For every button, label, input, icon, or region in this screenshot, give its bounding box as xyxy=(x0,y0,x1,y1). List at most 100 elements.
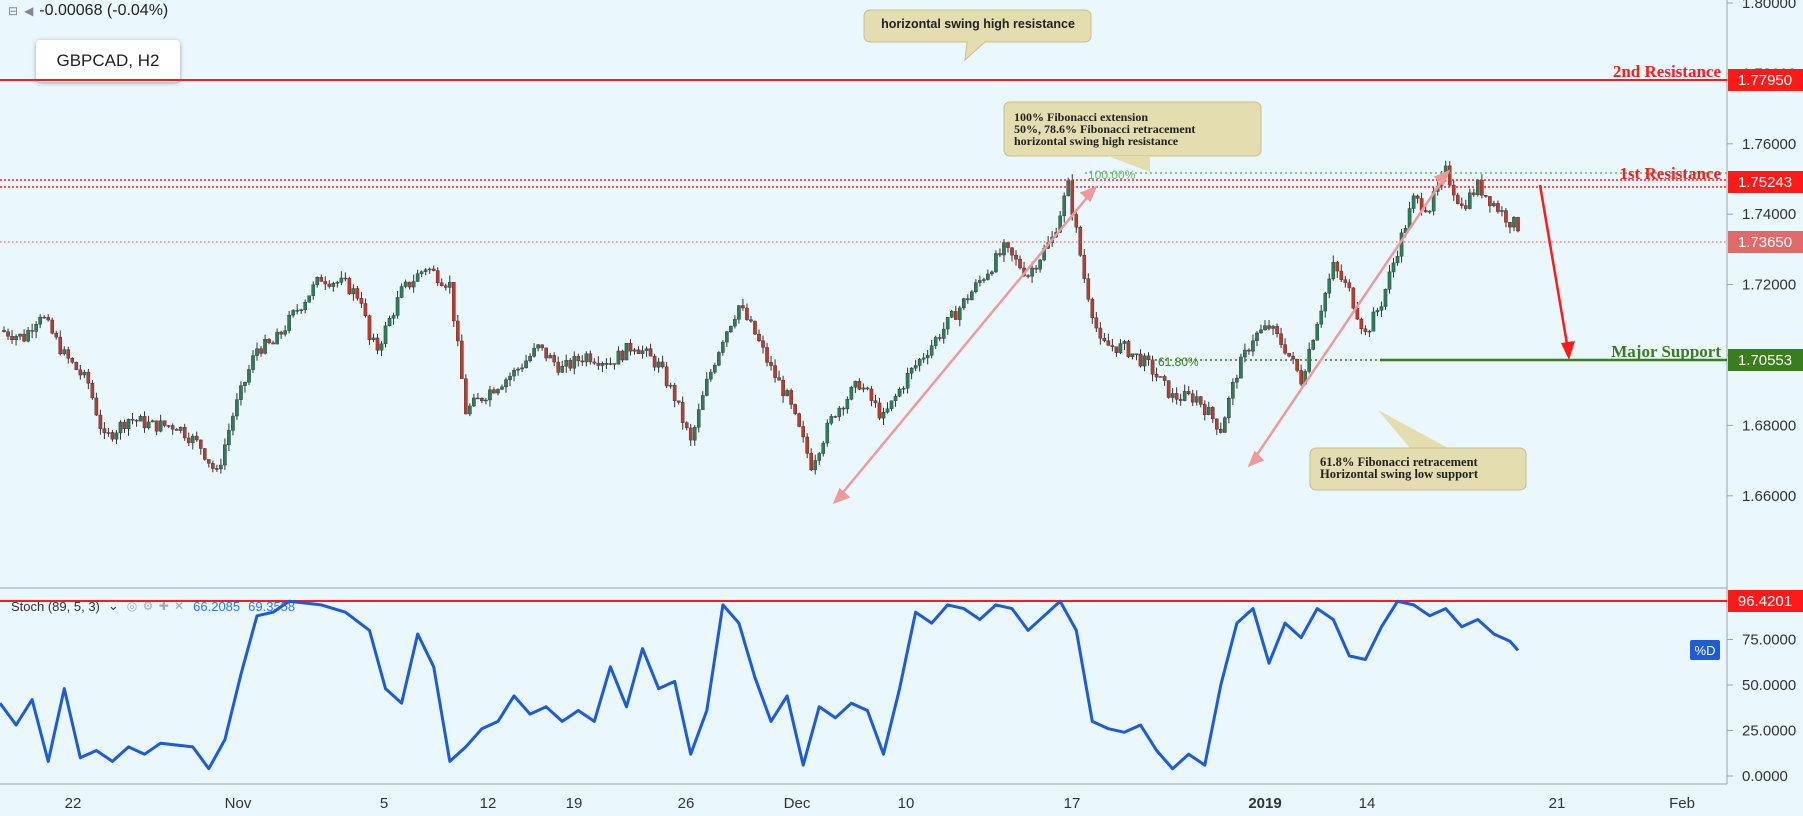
price-tag-last[interactable]: 1.73650 xyxy=(1728,231,1803,253)
stoch-d-line[interactable] xyxy=(0,599,1520,771)
candle-body xyxy=(580,360,585,363)
callout-top[interactable]: horizontal swing high resistance xyxy=(863,9,1092,62)
candle-body xyxy=(636,349,641,354)
stoch-badge[interactable]: %D xyxy=(1690,640,1720,660)
candle-body xyxy=(327,283,332,287)
candle-body xyxy=(540,344,544,349)
price-tick-label: 1.76000 xyxy=(1742,136,1796,153)
candle-body xyxy=(182,426,187,439)
candle-body xyxy=(793,404,797,414)
candle-body xyxy=(612,363,617,365)
candle-body xyxy=(592,361,597,364)
candle-body xyxy=(692,426,697,441)
candle-body xyxy=(548,355,552,359)
fib-arrow-1[interactable] xyxy=(834,187,1096,503)
candle-body xyxy=(789,390,793,405)
candle-body xyxy=(1415,195,1420,199)
candle-body xyxy=(817,453,822,461)
stoch-badge-text: %D xyxy=(1695,643,1716,658)
time-tick-label: 2019 xyxy=(1248,795,1281,812)
time-axis[interactable]: 22 Nov 5 12 19 26 Dec 10 17 2019 14 21 Feb xyxy=(65,795,1695,812)
candle-body xyxy=(805,436,809,454)
candle-body xyxy=(1178,399,1183,401)
candle-body xyxy=(1375,310,1380,313)
forecast-arrow[interactable] xyxy=(1538,184,1570,351)
candle-body xyxy=(1110,345,1115,347)
candle-body xyxy=(833,416,838,418)
candle-body xyxy=(122,421,127,430)
time-tick-label: 14 xyxy=(1359,795,1376,812)
candle-body xyxy=(929,345,934,356)
candle-body xyxy=(1315,323,1320,341)
time-tick-label: Feb xyxy=(1669,795,1695,812)
candle-body xyxy=(472,397,476,407)
stoch-chevron-icon[interactable]: ⌄ xyxy=(107,598,119,613)
candle-body xyxy=(821,442,826,454)
price-tick-label: 1.72000 xyxy=(1742,277,1796,294)
candle-body xyxy=(620,350,625,361)
candle-body xyxy=(239,385,243,400)
price-tag-r2-text: 1.77950 xyxy=(1738,72,1792,89)
stoch-tick-label: 50.0000 xyxy=(1742,677,1796,694)
callout-support[interactable]: 61.8% Fibonacci retracement Horizontal s… xyxy=(1309,410,1527,491)
candle-body xyxy=(1231,382,1235,399)
candle-body xyxy=(568,359,573,369)
collapse-icon[interactable]: ⊟ xyxy=(8,4,19,18)
candle-body xyxy=(1463,205,1468,209)
price-tag-r1[interactable]: 1.75243 xyxy=(1728,171,1803,193)
candle-body xyxy=(781,380,785,397)
callout-fib[interactable]: 100% Fibonacci extension 50%, 78.6% Fibo… xyxy=(1003,101,1262,172)
stoch-controls-icon[interactable]: ◎ ⚙ ✚ ✕ xyxy=(126,599,186,613)
candle-body xyxy=(267,339,271,344)
candle-body xyxy=(415,273,420,282)
candle-body xyxy=(949,311,954,318)
price-tag-support[interactable]: 1.70553 xyxy=(1728,349,1803,371)
candle-body xyxy=(166,425,171,427)
candle-body xyxy=(656,361,661,368)
stoch-title[interactable]: Stoch (89, 5, 3) xyxy=(11,598,100,614)
candle-body xyxy=(10,336,14,341)
fib-arrow-2[interactable] xyxy=(1248,171,1450,466)
candle-body xyxy=(962,298,966,309)
stoch-axis[interactable]: 75.0000 50.0000 25.0000 0.0000 xyxy=(1727,632,1796,786)
candle-body xyxy=(741,305,745,309)
candle-body xyxy=(672,384,677,401)
candle-body xyxy=(211,463,215,469)
candle-body xyxy=(1094,317,1099,329)
candle-body xyxy=(1391,262,1396,273)
candle-body xyxy=(14,336,18,341)
candle-body xyxy=(1154,374,1159,378)
candle-body xyxy=(460,340,464,379)
price-change-readout: ⊟ ◀ -0.00068 (-0.04%) xyxy=(8,2,168,20)
candle-body xyxy=(1182,391,1187,401)
candle-body xyxy=(86,371,91,384)
stoch-level-tag[interactable]: 96.4201 xyxy=(1728,590,1803,612)
resistance-2-label: 2nd Resistance xyxy=(1613,62,1722,81)
candle-body xyxy=(431,268,436,271)
time-tick-label: 17 xyxy=(1064,795,1081,812)
candle-body xyxy=(1295,358,1299,371)
candle-body xyxy=(1379,306,1384,311)
candle-body xyxy=(1343,279,1348,283)
candle-body xyxy=(439,282,444,286)
candle-body xyxy=(492,389,496,394)
candle-body xyxy=(532,347,536,357)
candle-body xyxy=(753,320,757,335)
candle-body xyxy=(897,389,902,397)
candle-body xyxy=(1331,262,1336,280)
candle-body xyxy=(2,330,6,332)
candle-body xyxy=(488,389,492,401)
candle-body xyxy=(118,421,123,434)
candle-body xyxy=(1142,355,1147,367)
candle-body xyxy=(957,307,962,320)
candle-body xyxy=(263,339,267,354)
candle-body xyxy=(1186,391,1191,395)
price-tag-r2[interactable]: 1.77950 xyxy=(1728,69,1803,91)
time-tick-label: Dec xyxy=(784,795,811,812)
candle-body xyxy=(186,437,191,444)
candle-body xyxy=(1387,271,1392,290)
flag-icon[interactable]: ◀ xyxy=(24,4,34,18)
candle-body xyxy=(18,333,22,337)
candle-body xyxy=(1383,289,1388,307)
